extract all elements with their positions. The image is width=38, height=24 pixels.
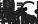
Bar (6, 21, 12, 22)
Text: •: • (18, 6, 36, 24)
Text: HeLa: HeLa (0, 12, 36, 24)
Bar (14, 12, 16, 13)
Text: A301-585A: A301-585A (33, 12, 38, 24)
Text: T: T (6, 12, 20, 24)
Bar (30, 11, 33, 12)
Bar (26, 12, 29, 13)
Text: 70-: 70- (0, 0, 4, 17)
Text: 38-: 38- (0, 1, 24, 21)
Text: A. WB: A. WB (2, 0, 38, 1)
Text: 50: 50 (0, 11, 27, 24)
Bar (12, 11, 14, 12)
Text: M: M (5, 12, 24, 24)
Text: IP: IP (37, 12, 38, 24)
Bar (8, 11, 9, 13)
Text: 50: 50 (1, 11, 29, 24)
Bar (6, 12, 7, 13)
Text: 250-: 250- (0, 0, 24, 13)
Text: 130-: 130- (0, 0, 4, 15)
Text: 250-: 250- (0, 0, 4, 13)
Bar (8, 11, 9, 12)
Text: 5: 5 (4, 11, 18, 24)
Bar (14, 11, 16, 12)
Bar (14, 21, 16, 22)
Text: Ctrl IgG: Ctrl IgG (33, 13, 38, 24)
Text: 28-: 28- (0, 3, 24, 23)
Text: B. IP/WB: B. IP/WB (22, 0, 38, 1)
Bar (10, 20, 12, 21)
Bar (12, 20, 14, 21)
Text: 16-: 16- (0, 6, 4, 24)
Bar (6, 11, 7, 12)
Text: 130-: 130- (0, 0, 24, 15)
Text: 28-: 28- (0, 3, 4, 23)
Text: A301-584A: A301-584A (33, 11, 38, 24)
Text: kDa: kDa (0, 0, 5, 1)
Text: ·: · (23, 10, 31, 24)
Text: 19-: 19- (0, 5, 24, 24)
Bar (12, 21, 14, 22)
Text: 50: 50 (0, 11, 21, 24)
Text: 51-: 51- (0, 0, 4, 19)
Bar (26, 11, 29, 12)
Text: 19-: 19- (0, 5, 4, 24)
Text: ·: · (23, 11, 31, 24)
Text: •: • (22, 8, 38, 24)
Bar (30, 12, 33, 13)
Bar (14, 20, 16, 21)
Text: kDa: kDa (0, 0, 24, 1)
Bar (6, 20, 7, 21)
Text: 70-: 70- (0, 0, 24, 17)
Text: CPSF30: CPSF30 (36, 0, 38, 24)
Text: CPSF30: CPSF30 (18, 0, 38, 24)
Text: 15: 15 (0, 11, 23, 24)
Text: 51-: 51- (0, 0, 24, 19)
Text: ·: · (27, 11, 35, 24)
Bar (8, 20, 10, 21)
Text: ·: · (27, 9, 35, 24)
Text: 38-: 38- (0, 1, 4, 21)
Bar (12, 12, 14, 13)
